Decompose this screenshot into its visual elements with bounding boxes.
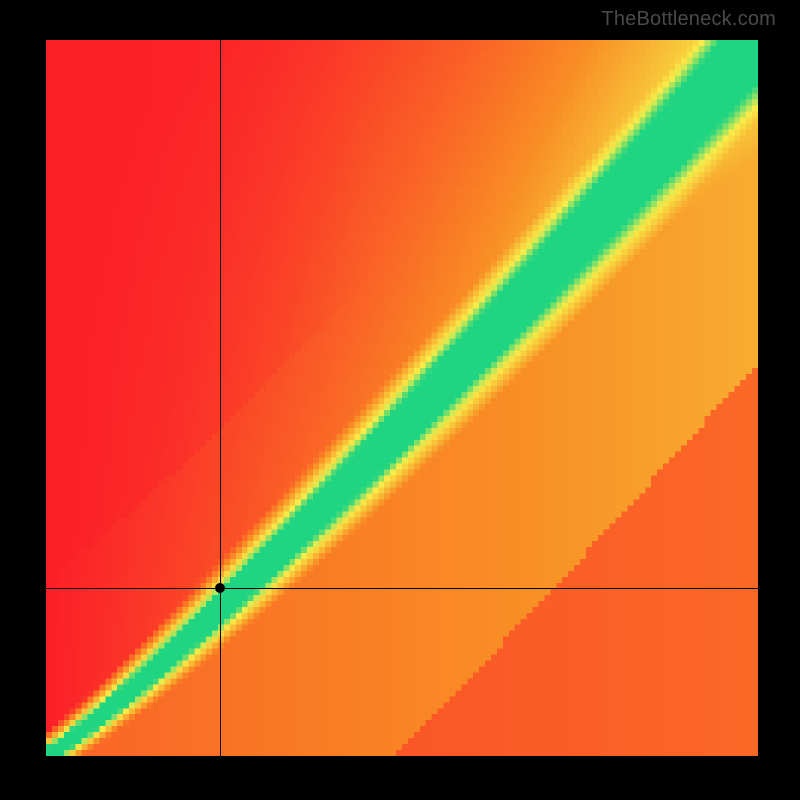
plot-area	[46, 40, 758, 756]
heatmap-canvas	[46, 40, 758, 756]
crosshair-vertical	[220, 40, 221, 756]
crosshair-horizontal	[46, 588, 758, 589]
crosshair-marker	[215, 583, 225, 593]
watermark: TheBottleneck.com	[601, 8, 776, 31]
